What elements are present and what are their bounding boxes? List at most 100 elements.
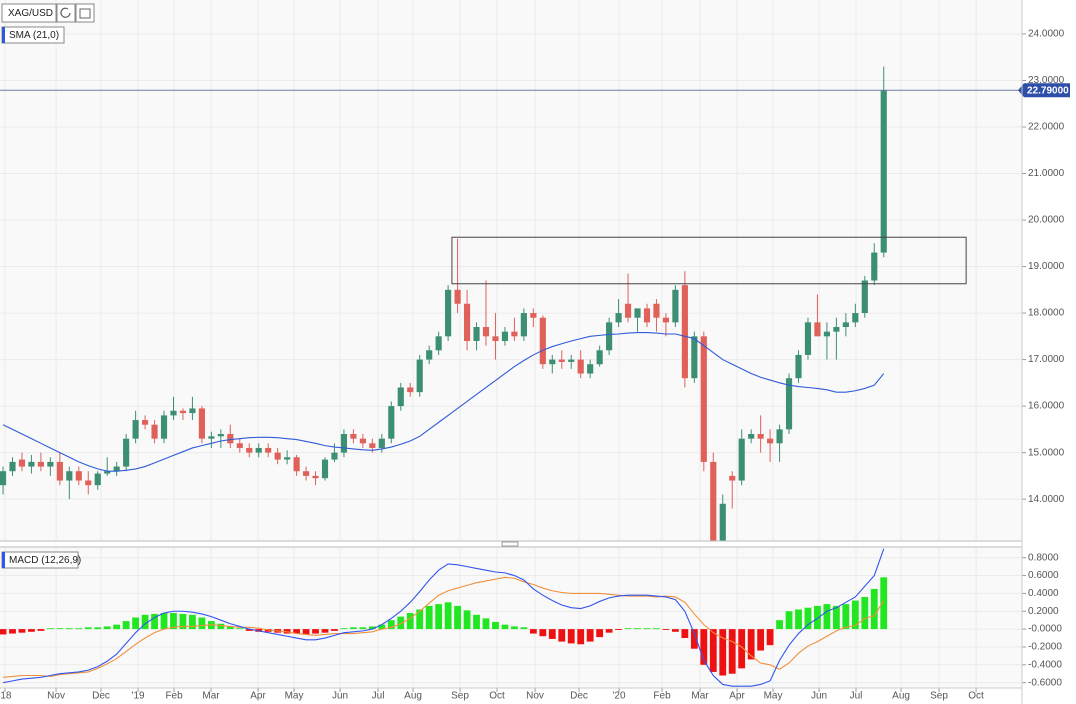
y-tick-label: 16.0000: [1028, 401, 1065, 412]
macd-histogram-bar: [511, 626, 518, 630]
sma-color-swatch: [2, 27, 5, 43]
macd-histogram-bar: [350, 627, 357, 630]
macd-histogram-bar: [842, 604, 850, 630]
macd-histogram-bar: [586, 629, 594, 642]
candle-body: [672, 289, 679, 323]
macd-histogram-bar: [340, 628, 348, 630]
macd-histogram-bar: [671, 629, 679, 632]
last-price-label: 22.79000: [1027, 85, 1069, 96]
candle-body: [700, 336, 707, 462]
candle-body: [18, 459, 26, 467]
macd-histogram-bar: [198, 617, 206, 630]
symbol-box[interactable]: [1, 3, 57, 23]
x-tick-label: Aug: [404, 691, 422, 702]
symbol: XAG/USD: [8, 8, 53, 19]
calendar-button[interactable]: [75, 3, 95, 23]
macd-histogram-bar: [28, 629, 35, 632]
candle-body: [189, 408, 196, 414]
candle-body: [568, 359, 575, 362]
macd-histogram-bar: [425, 605, 433, 630]
candle-body: [662, 317, 670, 323]
candle-body: [842, 322, 849, 328]
last-price-tag: [1018, 83, 1070, 98]
macd-histogram-bar: [151, 613, 158, 630]
candle-body: [255, 447, 262, 453]
candle-body: [104, 471, 111, 474]
y-tick-label: 14.0000: [1028, 494, 1065, 505]
macd-histogram-bar: [18, 629, 26, 633]
candle-body: [852, 313, 859, 323]
candle-body: [198, 408, 205, 439]
macd-color-swatch: [2, 552, 5, 568]
macd-histogram-bar: [738, 629, 746, 669]
resize-handle[interactable]: [501, 541, 519, 547]
macd-histogram-bar: [65, 628, 73, 630]
y-tick-label: 21.0000: [1028, 168, 1065, 179]
macd-histogram-bar: [321, 629, 329, 633]
y-tick-label: 17.0000: [1028, 354, 1065, 365]
candle-body: [56, 461, 63, 481]
candle-body: [47, 461, 54, 467]
macd-y-tick-label: -0.4000: [1028, 659, 1062, 670]
candle-body: [691, 336, 698, 379]
main-panel: [0, 0, 1022, 541]
candle-body: [501, 331, 509, 341]
y-tick-label: 23.0000: [1028, 75, 1065, 86]
macd-histogram-bar: [577, 629, 585, 645]
macd-histogram-bar: [0, 629, 7, 635]
x-tick-label: '19: [132, 691, 145, 702]
candle-body: [85, 480, 92, 486]
macd-histogram-bar: [681, 629, 689, 639]
x-tick-label: May: [285, 691, 304, 702]
x-tick-label: Feb: [653, 691, 671, 702]
reload-button[interactable]: [56, 3, 76, 23]
macd-y-tick-label: -0.6000: [1028, 677, 1062, 688]
macd-y-tick-label: 0.2000: [1028, 606, 1059, 617]
candle-body: [558, 359, 565, 362]
candle-body: [738, 438, 745, 481]
y-tick-label: 19.0000: [1028, 261, 1065, 272]
macd-histogram-bar: [236, 628, 244, 630]
x-tick-label: Sep: [451, 691, 469, 702]
macd-histogram-bar: [113, 624, 121, 630]
candle-body: [606, 322, 613, 351]
candle-body: [445, 289, 452, 337]
macd-label: MACD (12,26,9): [9, 555, 81, 566]
macd-histogram-bar: [302, 629, 310, 635]
candle-body: [113, 466, 120, 472]
macd-histogram-bar: [709, 629, 717, 672]
macd-histogram-bar: [170, 613, 177, 630]
candle-body: [321, 459, 329, 479]
candle-body: [416, 359, 423, 393]
macd-y-tick-label: 0.6000: [1028, 570, 1059, 581]
candle-body: [37, 461, 44, 467]
macd-histogram-bar: [776, 620, 783, 630]
candle-body: [340, 434, 348, 453]
macd-histogram-bar: [435, 604, 443, 630]
candle-body: [369, 443, 376, 448]
candle-body: [861, 280, 868, 314]
candle-body: [804, 322, 812, 355]
candle-body: [785, 378, 793, 430]
candle-body: [359, 438, 366, 444]
macd-histogram-bar: [312, 629, 319, 634]
x-tick-label: Aug: [892, 691, 910, 702]
candle-body: [246, 447, 253, 453]
candle-body: [28, 461, 35, 467]
x-tick-label: Apr: [250, 691, 266, 702]
candle-body: [208, 436, 215, 439]
macd-histogram-bar: [473, 614, 480, 630]
macd-histogram-bar: [189, 614, 196, 630]
axes: '18 Nov Dec '19 Feb Mar Apr May Jun Jul Aug Sep Oct N…: [0, 29, 1070, 702]
x-tick-label: Jul: [850, 691, 863, 702]
candle-body: [624, 303, 632, 318]
candle-body: [615, 313, 622, 323]
candle-body: [0, 471, 7, 486]
macd-histogram-bar: [747, 629, 755, 660]
candle-body: [833, 327, 840, 332]
macd-histogram-bar: [832, 605, 840, 630]
macd-histogram-bar: [814, 605, 821, 630]
x-tick-label: Sep: [930, 691, 948, 702]
x-tick-label: Feb: [165, 691, 183, 702]
